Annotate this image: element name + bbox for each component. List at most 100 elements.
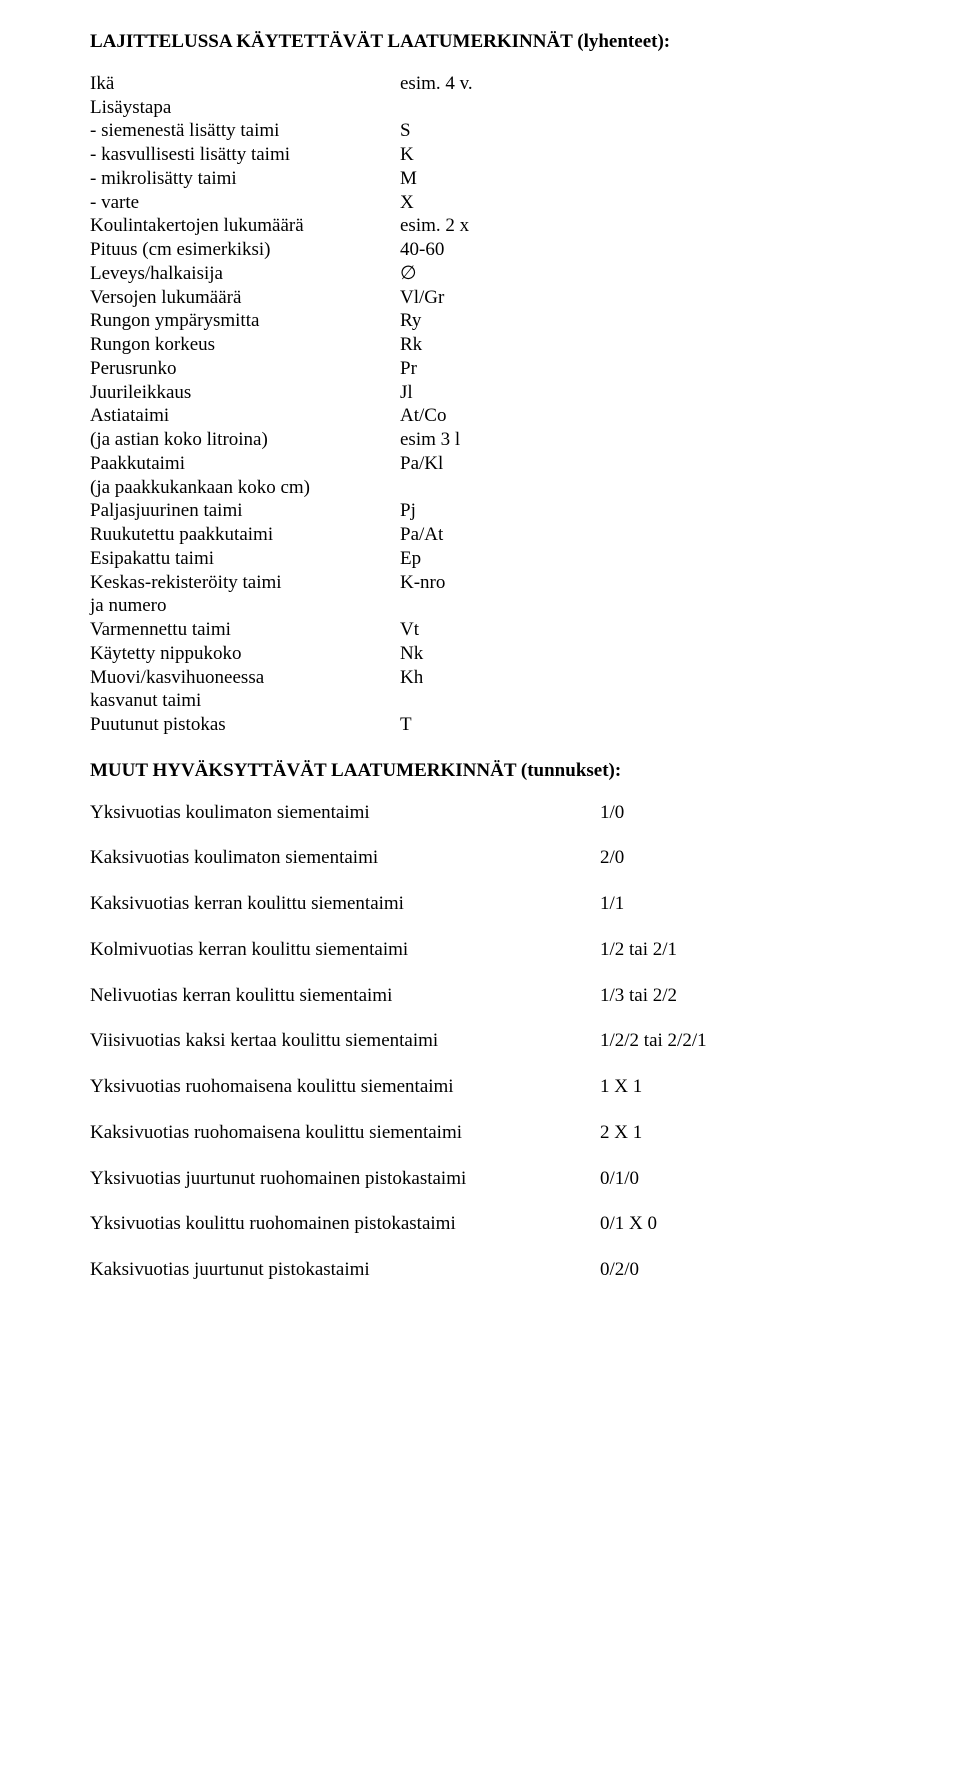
definition-value: Kh	[400, 666, 870, 690]
definition-row: Ruukutettu paakkutaimiPa/At	[90, 523, 870, 547]
definition-term: Yksivuotias juurtunut ruohomainen pistok…	[90, 1167, 600, 1191]
section-title-1: LAJITTELUSSA KÄYTETTÄVÄT LAATUMERKINNÄT …	[90, 30, 870, 54]
definition-term: Keskas-rekisteröity taimi	[90, 571, 400, 595]
definition-term: Yksivuotias koulittu ruohomainen pistoka…	[90, 1212, 600, 1236]
definition-value: Jl	[400, 381, 870, 405]
section-identifiers: MUUT HYVÄKSYTTÄVÄT LAATUMERKINNÄT (tunnu…	[90, 759, 870, 1282]
definition-term: Ruukutettu paakkutaimi	[90, 523, 400, 547]
definition-term: Nelivuotias kerran koulittu siementaimi	[90, 984, 600, 1008]
definition-term: Ikä	[90, 72, 400, 96]
definition-value	[400, 689, 870, 713]
definition-row: Yksivuotias ruohomaisena koulittu siemen…	[90, 1075, 870, 1099]
definition-term: Kaksivuotias kerran koulittu siementaimi	[90, 892, 600, 916]
definition-value: Nk	[400, 642, 870, 666]
definition-row: (ja astian koko litroina)esim 3 l	[90, 428, 870, 452]
definition-term: Lisäystapa	[90, 96, 400, 120]
definition-value: Vl/Gr	[400, 286, 870, 310]
definition-value	[400, 594, 870, 618]
definition-value: esim 3 l	[400, 428, 870, 452]
definition-term: (ja astian koko litroina)	[90, 428, 400, 452]
definition-row: Yksivuotias juurtunut ruohomainen pistok…	[90, 1167, 870, 1191]
definition-row: Kaksivuotias ruohomaisena koulittu sieme…	[90, 1121, 870, 1145]
definition-list-1: Ikäesim. 4 v.Lisäystapa- siemenestä lisä…	[90, 72, 870, 737]
definition-row: Käytetty nippukokoNk	[90, 642, 870, 666]
definition-term: ja numero	[90, 594, 400, 618]
definition-term: Astiataimi	[90, 404, 400, 428]
definition-row: Varmennettu taimiVt	[90, 618, 870, 642]
definition-term: Yksivuotias ruohomaisena koulittu siemen…	[90, 1075, 600, 1099]
definition-term: Pituus (cm esimerkiksi)	[90, 238, 400, 262]
definition-value: esim. 2 x	[400, 214, 870, 238]
definition-value: M	[400, 167, 870, 191]
definition-term: Paakkutaimi	[90, 452, 400, 476]
definition-row: Kaksivuotias juurtunut pistokastaimi0/2/…	[90, 1258, 870, 1282]
definition-value: 0/1 X 0	[600, 1212, 870, 1236]
definition-value: 0/2/0	[600, 1258, 870, 1282]
definition-row: Keskas-rekisteröity taimiK-nro	[90, 571, 870, 595]
definition-value: X	[400, 191, 870, 215]
definition-term: - mikrolisätty taimi	[90, 167, 400, 191]
definition-row: Kaksivuotias koulimaton siementaimi2/0	[90, 846, 870, 870]
definition-value: 2/0	[600, 846, 870, 870]
definition-row: - varteX	[90, 191, 870, 215]
definition-term: Kolmivuotias kerran koulittu siementaimi	[90, 938, 600, 962]
definition-term: Kaksivuotias ruohomaisena koulittu sieme…	[90, 1121, 600, 1145]
definition-row: Nelivuotias kerran koulittu siementaimi1…	[90, 984, 870, 1008]
definition-row: Paljasjuurinen taimiPj	[90, 499, 870, 523]
definition-term: Juurileikkaus	[90, 381, 400, 405]
definition-term: Puutunut pistokas	[90, 713, 400, 737]
definition-value: T	[400, 713, 870, 737]
definition-value: 1/2 tai 2/1	[600, 938, 870, 962]
definition-value: S	[400, 119, 870, 143]
definition-value: 0/1/0	[600, 1167, 870, 1191]
definition-row: Kolmivuotias kerran koulittu siementaimi…	[90, 938, 870, 962]
definition-row: ja numero	[90, 594, 870, 618]
definition-row: PaakkutaimiPa/Kl	[90, 452, 870, 476]
definition-term: Perusrunko	[90, 357, 400, 381]
definition-value: esim. 4 v.	[400, 72, 870, 96]
definition-term: kasvanut taimi	[90, 689, 400, 713]
definition-value: 1 X 1	[600, 1075, 870, 1099]
definition-row: Yksivuotias koulittu ruohomainen pistoka…	[90, 1212, 870, 1236]
definition-value: K-nro	[400, 571, 870, 595]
definition-row: Kaksivuotias kerran koulittu siementaimi…	[90, 892, 870, 916]
definition-row: Pituus (cm esimerkiksi)40-60	[90, 238, 870, 262]
definition-row: Lisäystapa	[90, 96, 870, 120]
definition-term: Rungon ympärysmitta	[90, 309, 400, 333]
definition-term: Varmennettu taimi	[90, 618, 400, 642]
definition-value: 1/3 tai 2/2	[600, 984, 870, 1008]
definition-row: - siemenestä lisätty taimiS	[90, 119, 870, 143]
definition-row: Koulintakertojen lukumääräesim. 2 x	[90, 214, 870, 238]
definition-row: kasvanut taimi	[90, 689, 870, 713]
definition-value: Pr	[400, 357, 870, 381]
definition-value: Ry	[400, 309, 870, 333]
definition-term: - siemenestä lisätty taimi	[90, 119, 400, 143]
definition-value: Pa/Kl	[400, 452, 870, 476]
definition-row: Esipakattu taimiEp	[90, 547, 870, 571]
definition-value: Rk	[400, 333, 870, 357]
definition-value: Pa/At	[400, 523, 870, 547]
definition-term: Esipakattu taimi	[90, 547, 400, 571]
definition-value	[400, 476, 870, 500]
definition-row: PerusrunkoPr	[90, 357, 870, 381]
definition-row: (ja paakkukankaan koko cm)	[90, 476, 870, 500]
definition-row: AstiataimiAt/Co	[90, 404, 870, 428]
definition-term: Leveys/halkaisija	[90, 262, 400, 286]
definition-value: At/Co	[400, 404, 870, 428]
definition-term: Viisivuotias kaksi kertaa koulittu sieme…	[90, 1029, 600, 1053]
definition-row: Versojen lukumääräVl/Gr	[90, 286, 870, 310]
definition-term: - kasvullisesti lisätty taimi	[90, 143, 400, 167]
definition-term: Muovi/kasvihuoneessa	[90, 666, 400, 690]
definition-term: Kaksivuotias koulimaton siementaimi	[90, 846, 600, 870]
definition-term: Paljasjuurinen taimi	[90, 499, 400, 523]
definition-row: Ikäesim. 4 v.	[90, 72, 870, 96]
definition-term: Versojen lukumäärä	[90, 286, 400, 310]
definition-row: Yksivuotias koulimaton siementaimi1/0	[90, 801, 870, 825]
definition-value: 40-60	[400, 238, 870, 262]
section-abbreviations: LAJITTELUSSA KÄYTETTÄVÄT LAATUMERKINNÄT …	[90, 30, 870, 737]
definition-value	[400, 96, 870, 120]
definition-row: JuurileikkausJl	[90, 381, 870, 405]
definition-term: Yksivuotias koulimaton siementaimi	[90, 801, 600, 825]
definition-term: Rungon korkeus	[90, 333, 400, 357]
definition-term: - varte	[90, 191, 400, 215]
